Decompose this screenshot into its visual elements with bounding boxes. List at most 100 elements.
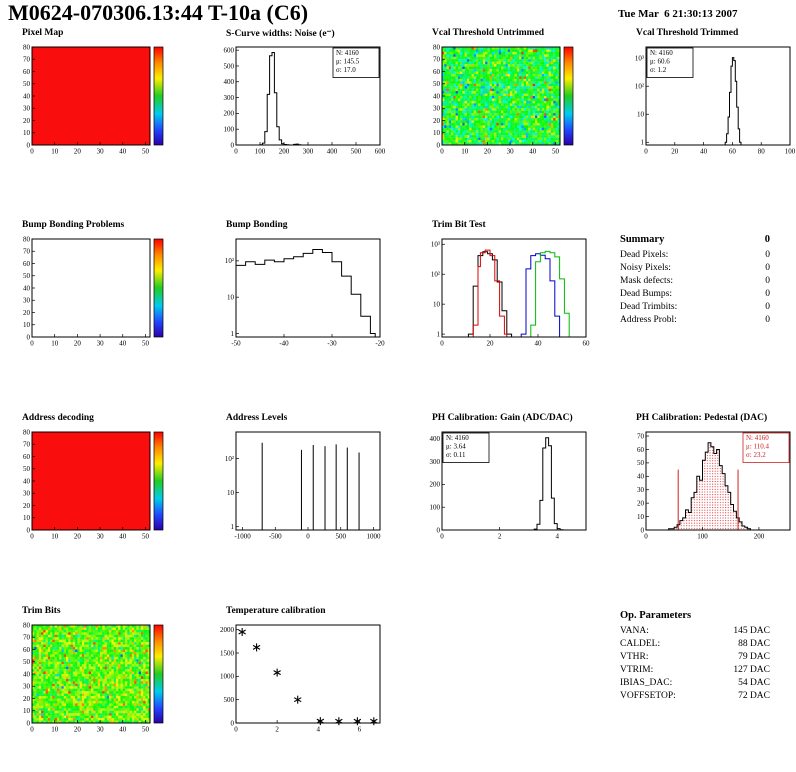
svg-text:300: 300 (303, 148, 314, 156)
address-levels-chart: -1000 -500 0 500 1000 1 10 10² (225, 431, 381, 541)
svg-text:70: 70 (23, 441, 31, 449)
svg-text:50: 50 (142, 148, 150, 156)
svg-text:60: 60 (729, 148, 737, 156)
svg-text:10: 10 (23, 321, 31, 329)
panel-bump-bonding: Bump Bonding -50 -40 -30 -20 1 10 10² (208, 220, 386, 355)
svg-text:10: 10 (433, 129, 441, 137)
summary-row-value: 0 (765, 263, 770, 273)
summary-row-label: Noisy Pixels: (620, 263, 671, 273)
svg-text:70: 70 (23, 248, 31, 256)
trimbit-test-chart: 0 20 40 60 1 10 10² 10³ (431, 238, 590, 348)
svg-text:1: 1 (641, 139, 645, 147)
svg-text:10: 10 (227, 489, 235, 497)
svg-text:0: 0 (440, 340, 444, 348)
svg-text:30: 30 (433, 105, 441, 113)
address-decoding-chart: 0 10 20 30 40 50 0 10 20 30 40 50 60 70 80 (23, 428, 164, 541)
svg-text:0: 0 (30, 726, 34, 734)
panel-vcal-untrimmed: Vcal Threshold Untrimmed 0 10 20 30 40 50 0 10 2… (414, 28, 592, 163)
op-parameter-row: VANA: 145 DAC (620, 625, 770, 638)
svg-text:20: 20 (487, 340, 495, 348)
svg-text:60: 60 (23, 260, 31, 268)
svg-text:100: 100 (785, 148, 796, 156)
panel-scurve-noise: S-Curve widths: Noise (e⁻) 0 100 200 300 400… (208, 28, 386, 163)
op-parameter-value: 54 DAC (738, 678, 770, 688)
svg-text:50: 50 (552, 148, 560, 156)
svg-text:-1000: -1000 (234, 533, 251, 541)
panel-pixel-map: Pixel Map 0 10 20 30 40 50 0 10 20 30 40 50 60 70 80 (4, 28, 182, 163)
summary-row-value: 0 (765, 302, 770, 312)
svg-text:600: 600 (224, 46, 235, 54)
svg-text:10: 10 (51, 340, 59, 348)
svg-text:0: 0 (30, 148, 34, 156)
svg-text:40: 40 (119, 533, 127, 541)
summary-total: 0 (764, 234, 770, 245)
svg-text:μ: 110.4: μ: 110.4 (746, 443, 769, 451)
svg-text:500: 500 (224, 696, 235, 704)
svg-text:1000: 1000 (220, 673, 235, 681)
timestamp: Tue Mar 6 21:30:13 2007 (618, 8, 738, 20)
chart-title: Trim Bit Test (432, 220, 486, 230)
svg-text:N: 4160: N: 4160 (446, 434, 469, 442)
summary-row-label: Dead Pixels: (620, 250, 669, 260)
svg-text:6: 6 (358, 726, 362, 734)
panel-vcal-trimmed: Vcal Threshold Trimmed 0 20 40 60 80 100 1 10 10… (618, 28, 796, 163)
svg-text:80: 80 (23, 235, 31, 243)
svg-text:2: 2 (275, 726, 279, 734)
svg-text:10: 10 (23, 707, 31, 715)
svg-text:200: 200 (224, 110, 235, 118)
op-parameter-row: VTHR: 79 DAC (620, 651, 770, 664)
svg-text:20: 20 (74, 148, 82, 156)
chart-title: Pixel Map (22, 28, 64, 38)
op-parameters-title: Op. Parameters (620, 610, 692, 621)
summary-row-label: Dead Trimbits: (620, 302, 678, 312)
svg-text:0: 0 (641, 526, 645, 534)
svg-text:N: 4160: N: 4160 (650, 49, 673, 57)
op-parameters-header: Op. Parameters (620, 610, 770, 621)
scurve-noise-chart: 0 100 200 300 400 500 600 0 100 200 300 400 500 600 N:… (224, 46, 386, 156)
op-parameter-label: VTRIM: (620, 665, 654, 675)
svg-text:10: 10 (23, 514, 31, 522)
op-parameters-block: Op. Parameters VANA: 145 DAC CALDEL: 88 DA… (620, 610, 770, 703)
svg-text:N: 4160: N: 4160 (746, 434, 769, 442)
svg-text:-30: -30 (327, 340, 337, 348)
svg-text:10: 10 (51, 533, 59, 541)
svg-text:80: 80 (758, 148, 766, 156)
svg-text:10: 10 (227, 293, 235, 301)
summary-row-value: 0 (765, 289, 770, 299)
summary-header: Summary 0 (620, 234, 770, 245)
op-parameter-value: 72 DAC (738, 691, 770, 701)
svg-text:100: 100 (430, 504, 441, 512)
svg-text:500: 500 (335, 533, 346, 541)
svg-text:200: 200 (754, 533, 765, 541)
panel-trim-bits: Trim Bits 0 10 20 30 40 50 0 10 20 30 40 50 60 70 80 (4, 606, 182, 741)
svg-text:0: 0 (440, 533, 444, 541)
svg-text:20: 20 (74, 340, 82, 348)
svg-text:σ: 17.0: σ: 17.0 (336, 66, 356, 74)
svg-text:100: 100 (255, 148, 266, 156)
svg-text:30: 30 (507, 148, 515, 156)
svg-text:400: 400 (327, 148, 338, 156)
svg-text:1000: 1000 (366, 533, 381, 541)
svg-text:0: 0 (27, 333, 31, 341)
svg-text:60: 60 (433, 68, 441, 76)
summary-row-value: 0 (765, 276, 770, 286)
op-parameter-row: VTRIM: 127 DAC (620, 664, 770, 677)
svg-text:10: 10 (23, 129, 31, 137)
svg-text:80: 80 (23, 43, 31, 51)
svg-text:80: 80 (23, 621, 31, 629)
svg-text:20: 20 (23, 309, 31, 317)
svg-text:0: 0 (644, 533, 648, 541)
svg-text:30: 30 (97, 148, 105, 156)
svg-text:60: 60 (637, 446, 645, 454)
svg-text:2: 2 (498, 533, 502, 541)
op-parameter-label: VOFFSETOP: (620, 691, 676, 701)
svg-text:0: 0 (306, 533, 310, 541)
summary-row-label: Mask defects: (620, 276, 674, 286)
svg-text:10²: 10² (431, 271, 440, 279)
svg-text:70: 70 (23, 634, 31, 642)
op-parameter-label: IBIAS_DAC: (620, 678, 673, 688)
bump-problems-chart: 0 10 20 30 40 50 0 10 20 30 40 50 60 70 80 (23, 235, 164, 348)
